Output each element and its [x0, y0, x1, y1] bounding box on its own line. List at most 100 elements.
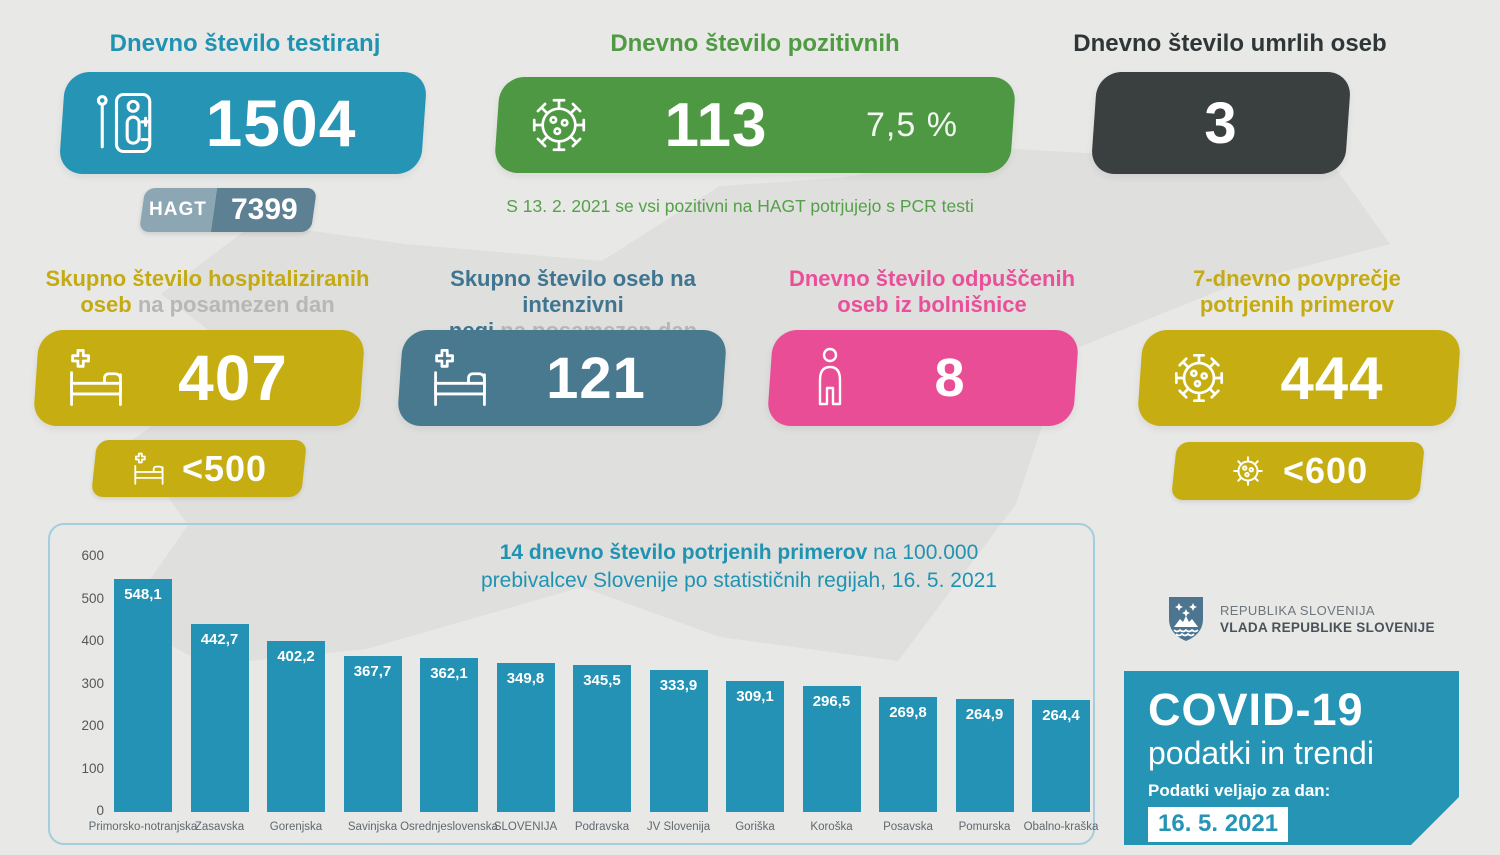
y-axis-tick-label: 0	[96, 803, 104, 818]
chart-bar: 296,5	[802, 686, 861, 812]
gov-line1: REPUBLIKA SLOVENIJA	[1220, 603, 1375, 618]
chart-bar-slot: 548,1 Primorsko-notranjska	[89, 557, 197, 833]
icu-value: 121	[546, 345, 646, 411]
discharged-card: 8	[766, 330, 1080, 426]
virus-icon-yellow-card	[1166, 345, 1232, 411]
bar-value-label: 264,4	[1042, 706, 1080, 724]
x-axis-label: Osrednjeslovenska	[400, 821, 498, 833]
positive-percent: 7,5 %	[866, 105, 958, 144]
positive-card: 113 7,5 %	[493, 77, 1017, 173]
date-label: Podatki veljajo za dan:	[1148, 780, 1331, 800]
bar-value-label: 296,5	[812, 693, 851, 710]
hospitalized-card: 407	[32, 330, 366, 426]
chart-title: 14 dnevno število potrjenih primerov na …	[481, 541, 997, 592]
bar-value-label: 362,1	[430, 665, 468, 683]
y-axis-tick-label: 100	[81, 760, 104, 776]
discharged-title: Dnevno število odpuščenih oseb iz bolniš…	[788, 266, 1076, 317]
y-axis-tick-label: 400	[81, 633, 104, 648]
y-axis-tick-label: 600	[81, 548, 104, 563]
chart-bars: 548,1 Primorsko-notranjska 442,7 Zasavska 40…	[89, 557, 1098, 833]
covid-subtitle: podatki in trendi	[1148, 735, 1374, 771]
x-axis-label: Zasavska	[194, 821, 245, 833]
hospitalized-limit-badge: <500	[91, 440, 307, 497]
avg7-value: 444	[1280, 344, 1384, 412]
x-axis-label: JV Slovenija	[646, 821, 711, 833]
chart-bar: 345,5	[573, 665, 631, 812]
date-badge: 16. 5. 2021	[1148, 807, 1288, 842]
chart-bar-slot: 442,7 Zasavska	[190, 557, 249, 833]
x-axis-label: Obalno-kraška	[1023, 821, 1099, 833]
hagt-badge: HAGT 7399	[138, 188, 318, 232]
x-axis-label: Primorsko-notranjska	[88, 821, 198, 833]
chart-bar-slot: 345,5 Podravska	[573, 557, 631, 833]
bar-value-label: 264,9	[965, 706, 1004, 724]
x-axis-label: Goriška	[735, 821, 775, 833]
gov-line2: VLADA REPUBLIKE SLOVENIJE	[1220, 620, 1435, 635]
chart-bar-slot: 296,5 Koroška	[802, 557, 861, 833]
x-axis-label: Koroška	[810, 821, 853, 833]
chart-bar-slot: 333,9 JV Slovenija	[647, 557, 710, 833]
chart-bar-slot: 264,4 Obalno-kraška	[1024, 557, 1098, 833]
chart-bar-slot: 367,7 Savinjska	[343, 557, 402, 833]
tests-title: Dnevno število testiranj	[109, 30, 381, 57]
bar-value-label: 333,9	[659, 677, 698, 695]
covid-branding-card: COVID-19 podatki in trendi Podatki velja…	[1124, 671, 1459, 845]
deaths-title: Dnevno število umrlih oseb	[1073, 30, 1387, 57]
discharged-value: 8	[934, 348, 966, 408]
y-axis-tick-label: 500	[81, 590, 104, 606]
bar-value-label: 345,5	[583, 672, 621, 690]
x-axis-label: Gorenjska	[269, 821, 323, 833]
hospital-bed-icon	[62, 344, 130, 412]
chart-bar-slot: 349,8 SLOVENIJA	[494, 557, 557, 833]
avg7-card: 444	[1136, 330, 1462, 426]
deaths-value: 3	[1204, 90, 1238, 156]
x-axis-label: SLOVENIJA	[493, 821, 558, 833]
chart-bar-slot: 264,9 Pomurska	[955, 557, 1014, 833]
deaths-card: 3	[1090, 72, 1352, 174]
chart-bar: 402,2	[267, 641, 325, 812]
chart-bar: 442,7	[190, 623, 249, 812]
bar-value-label: 442,7	[200, 630, 239, 648]
avg7-limit-badge: <600	[1170, 442, 1426, 500]
hospital-bed-small-icon	[130, 450, 168, 488]
hagt-note: S 13. 2. 2021 se vsi pozitivni na HAGT p…	[506, 196, 974, 216]
bar-value-label: 349,8	[506, 670, 545, 688]
bar-value-label: 402,2	[277, 648, 315, 666]
bar-value-label: 548,1	[124, 586, 162, 604]
hagt-value: 7399	[230, 193, 298, 226]
hospitalized-value: 407	[178, 342, 288, 414]
chart-bar: 264,9	[955, 699, 1014, 812]
chart-bar: 367,7	[343, 655, 402, 812]
chart-bar-slot: 402,2 Gorenjska	[267, 557, 325, 833]
tests-value: 1504	[205, 86, 357, 160]
hospitalized-limit: <500	[182, 447, 268, 489]
chart-bar: 548,1	[114, 579, 172, 812]
chart-bar: 333,9	[649, 670, 708, 812]
x-axis-label: Posavska	[883, 821, 933, 833]
chart-bar: 264,4	[1032, 699, 1090, 812]
tests-card: 1504	[58, 72, 428, 174]
icu-bed-icon	[426, 344, 494, 412]
virus-icon	[523, 89, 595, 161]
chart-bar: 349,8	[496, 663, 555, 812]
positive-title: Dnevno število pozitivnih	[610, 30, 900, 57]
rapid-test-icon	[88, 85, 164, 161]
avg7-limit: <600	[1283, 450, 1369, 491]
avg7-title: 7-dnevno povprečje potrjenih primerov	[1193, 266, 1401, 317]
government-logo-block: REPUBLIKA SLOVENIJA VLADA REPUBLIKE SLOV…	[1166, 595, 1435, 643]
x-axis-label: Podravska	[574, 821, 630, 833]
chart-bar-slot: 269,8 Posavska	[879, 557, 937, 833]
chart-bar-slot: 362,1 Osrednjeslovenska	[400, 557, 498, 833]
positive-value: 113	[664, 90, 768, 160]
chart-y-axis: 600 500 400 300 200 100 0	[62, 525, 104, 843]
chart-bar: 269,8	[879, 697, 937, 812]
regions-chart: 14 dnevno število potrjenih primerov na …	[48, 523, 1098, 845]
bar-value-label: 269,8	[889, 704, 927, 722]
x-axis-label: Pomurska	[958, 821, 1011, 833]
y-axis-tick-label: 300	[81, 675, 104, 691]
bar-value-label: 367,7	[353, 662, 392, 680]
virus-small-icon	[1227, 450, 1269, 492]
bar-value-label: 309,1	[736, 687, 774, 705]
